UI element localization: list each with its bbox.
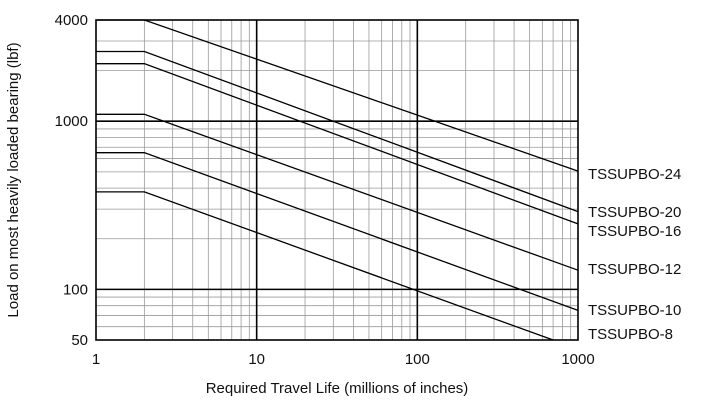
y-tick-label: 4000 xyxy=(55,12,88,29)
x-tick-labels: 1 10 100 1000 xyxy=(92,351,595,368)
major-gridlines xyxy=(96,20,578,340)
series-label: TSSUPBO-8 xyxy=(588,326,673,343)
series-lines xyxy=(96,19,579,341)
plot-frame xyxy=(95,19,579,341)
series-line xyxy=(96,113,579,271)
series-line xyxy=(96,152,579,312)
y-tick-labels: 50 100 1000 4000 xyxy=(55,12,88,349)
x-tick-label: 1000 xyxy=(561,351,594,368)
series-labels: TSSUPBO-24 TSSUPBO-20 TSSUPBO-16 TSSUPBO-12… xyxy=(588,166,681,343)
x-tick-label: 1 xyxy=(92,351,100,368)
series-label: TSSUPBO-10 xyxy=(588,302,681,319)
series-line xyxy=(96,191,554,341)
y-tick-label: 1000 xyxy=(55,113,88,130)
x-axis-label: Required Travel Life (millions of inches… xyxy=(206,380,469,397)
series-label: TSSUPBO-20 xyxy=(588,204,681,221)
series-label: TSSUPBO-12 xyxy=(588,261,681,278)
series-line xyxy=(96,63,579,225)
y-axis-label: Load on most heavily loaded bearing (lbf… xyxy=(5,42,22,317)
series-line xyxy=(96,50,579,213)
y-tick-label: 100 xyxy=(63,281,88,298)
y-tick-label: 50 xyxy=(71,332,88,349)
x-tick-label: 100 xyxy=(405,351,430,368)
series-label: TSSUPBO-16 xyxy=(588,223,681,240)
series-line xyxy=(96,19,579,172)
series-label: TSSUPBO-24 xyxy=(588,166,681,183)
minor-gridlines xyxy=(96,20,578,340)
x-tick-label: 10 xyxy=(248,351,265,368)
